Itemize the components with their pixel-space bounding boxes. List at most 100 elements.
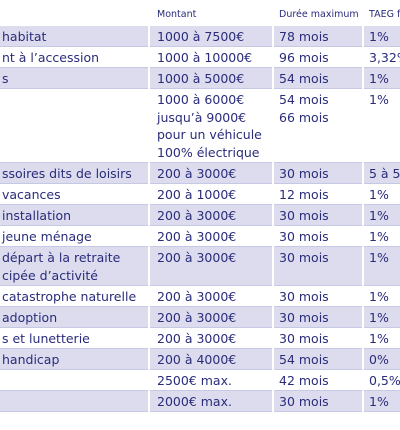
cell-text: 1% [369, 208, 389, 224]
cell-text: 30 mois [279, 330, 329, 346]
cell-text: 0% [369, 351, 389, 367]
cell-text: 54 mois [279, 351, 329, 367]
table-cell [274, 226, 362, 248]
table-cell [274, 327, 362, 349]
column-header: Durée maximum [279, 9, 359, 20]
table-cell [0, 163, 148, 185]
cell-text: pour un véhicule [157, 127, 262, 143]
table-cell [150, 348, 272, 370]
cell-text: 54 mois [279, 92, 329, 107]
row-label: départ à la retraite [2, 250, 121, 266]
cell-text: 2000€ max. [157, 393, 232, 409]
cell-text: 54 mois [279, 71, 329, 86]
cell-text: 200 à 4000€ [157, 351, 237, 367]
table-cell [150, 89, 272, 164]
row-label: vacances [2, 187, 61, 203]
cell-text: 1% [369, 29, 389, 44]
table-cell [150, 163, 272, 185]
cell-text: 1000 à 6000€ [157, 92, 245, 107]
table-cell [364, 47, 400, 68]
table-cell [364, 68, 400, 89]
row-label: habitat [2, 29, 47, 44]
cell-text: 1% [369, 92, 389, 107]
cell-text: 78 mois [279, 29, 329, 44]
table-cell [0, 89, 148, 164]
table-cell [0, 184, 148, 206]
table-cell [364, 306, 400, 328]
table-cell [150, 369, 272, 391]
cell-text: 200 à 3000€ [157, 309, 237, 325]
cell-text: 1% [369, 309, 389, 325]
table-cell [274, 89, 362, 164]
cell-text: 66 mois [279, 109, 329, 125]
table-cell [150, 390, 272, 412]
cell-text: 30 mois [279, 393, 329, 409]
row-label: adoption [2, 309, 58, 325]
table-cell [150, 205, 272, 227]
table-cell [150, 327, 272, 349]
table-cell [274, 348, 362, 370]
row-label: ssoires dits de loisirs [2, 166, 132, 182]
cell-text: 12 mois [279, 187, 329, 203]
row-label: nt à l’accession [2, 50, 100, 65]
table-cell [0, 327, 148, 349]
table-cell [0, 205, 148, 227]
cell-text: 2500€ max. [157, 372, 232, 388]
table-cell [150, 285, 272, 307]
table-cell [150, 247, 272, 286]
row-label: catastrophe naturelle [2, 288, 137, 304]
table-cell [0, 306, 148, 328]
cell-text: 3,32% [369, 50, 400, 65]
table-cell [0, 68, 148, 89]
table-cell [364, 26, 400, 47]
cell-text: 42 mois [279, 372, 329, 388]
column-header: TAEG f [369, 9, 400, 20]
table-cell [150, 184, 272, 206]
cell-text: 30 mois [279, 288, 329, 304]
table-cell [274, 390, 362, 412]
table-cell [274, 184, 362, 206]
cell-text: 0,5% [369, 372, 400, 388]
table-cell [364, 163, 400, 185]
cell-text: 30 mois [279, 166, 329, 182]
cell-text: 5 à 5 [369, 166, 400, 182]
cell-text: 100% électrique [157, 145, 260, 161]
table-cell [150, 68, 272, 89]
row-label: handicap [2, 351, 60, 367]
cell-text: jusqu’à 9000€ [157, 109, 247, 125]
table-cell [150, 47, 272, 68]
table-cell [0, 247, 148, 286]
cell-text: 96 mois [279, 50, 329, 65]
table-cell [0, 226, 148, 248]
row-label: s [2, 71, 9, 86]
table-cell [364, 226, 400, 248]
table-cell [364, 327, 400, 349]
cell-text: 30 mois [279, 250, 329, 266]
table-cell [274, 285, 362, 307]
cell-text: 1% [369, 187, 389, 203]
cell-text: 1% [369, 250, 389, 266]
row-label: s et lunetterie [2, 330, 90, 346]
cell-text: 30 mois [279, 309, 329, 325]
table-cell [274, 205, 362, 227]
cell-text: 1000 à 7500€ [157, 29, 245, 44]
table-cell [274, 68, 362, 89]
cell-text: 200 à 3000€ [157, 208, 237, 224]
cell-text: 1000 à 5000€ [157, 71, 245, 86]
table-cell [364, 247, 400, 286]
table-cell [0, 47, 148, 68]
table-cell [274, 306, 362, 328]
table-cell [150, 306, 272, 328]
table-cell [364, 285, 400, 307]
cell-text: 200 à 3000€ [157, 288, 237, 304]
table-cell [0, 348, 148, 370]
row-label: jeune ménage [2, 229, 92, 245]
cell-text: 1% [369, 330, 389, 346]
table-cell [274, 163, 362, 185]
row-label: installation [2, 208, 72, 224]
cell-text: 1% [369, 71, 389, 86]
table-cell [364, 348, 400, 370]
cell-text: 1% [369, 229, 389, 245]
table-cell [274, 26, 362, 47]
